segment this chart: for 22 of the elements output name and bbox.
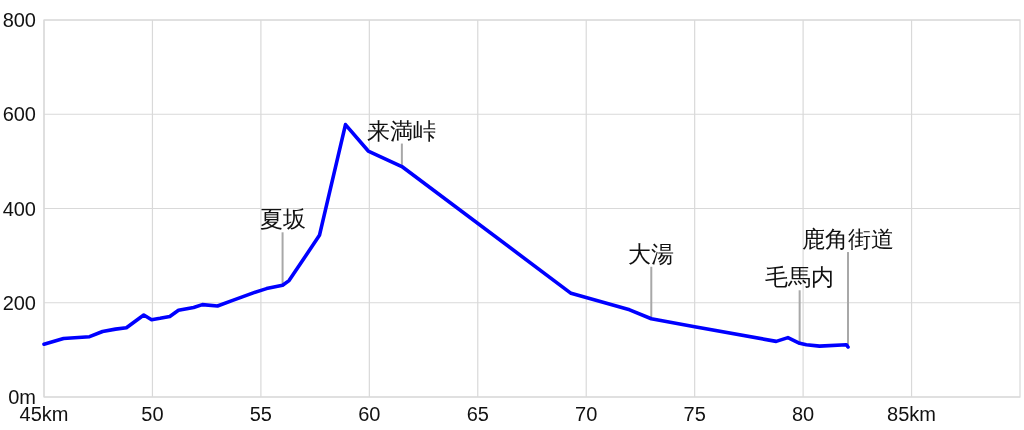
- x-tick-label: 50: [141, 403, 164, 425]
- x-tick-label: 80: [791, 403, 815, 425]
- annotation: 大湯: [628, 240, 675, 267]
- annotation: 大湯: [628, 240, 675, 320]
- x-tick-label: 75: [683, 403, 706, 425]
- annotation: 毛馬内: [765, 264, 835, 345]
- x-tick-label: 55: [249, 403, 273, 425]
- line-series: [42, 122, 850, 349]
- x-tick-label: 60: [358, 403, 381, 425]
- y-tick-label: 600: [2, 103, 36, 126]
- y-tick-label: 400: [2, 197, 36, 220]
- y-tick-label: 800: [2, 9, 36, 31]
- x-tick-label: 70: [575, 403, 598, 425]
- annotation: 鹿角街道: [802, 226, 895, 253]
- y-tick-label: 200: [2, 291, 36, 314]
- annotation: 夏坂: [259, 206, 306, 233]
- annotation: 来満峠: [367, 117, 437, 168]
- annotation: 来満峠: [367, 117, 437, 144]
- annotation: 毛馬内: [765, 264, 835, 291]
- annotation: 夏坂: [259, 206, 306, 287]
- x-tick-label: 85km: [887, 403, 937, 425]
- x-tick-label: 65: [466, 403, 489, 425]
